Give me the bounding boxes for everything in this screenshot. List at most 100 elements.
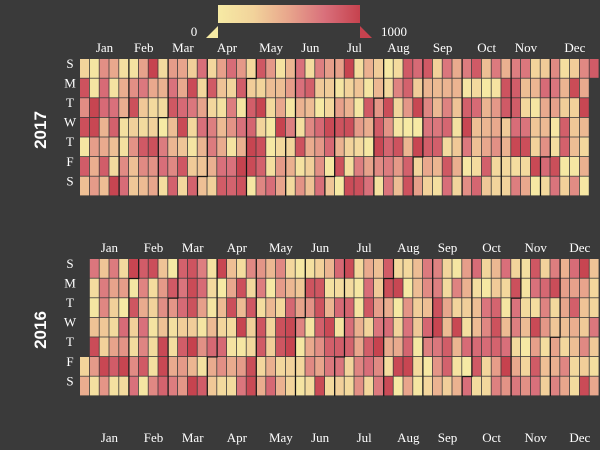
- day-cell: [295, 337, 305, 357]
- day-cell: [315, 98, 325, 117]
- day-cell: [187, 298, 197, 317]
- day-cell: [550, 337, 560, 357]
- day-cell: [325, 157, 334, 176]
- day-cell: [530, 259, 540, 278]
- day-cell: [472, 337, 481, 357]
- day-cell: [236, 98, 246, 117]
- day-cell: [178, 78, 187, 98]
- weekday-label: T: [66, 334, 74, 349]
- day-cell: [99, 157, 109, 176]
- day-cell: [207, 78, 217, 98]
- day-cell: [491, 298, 501, 317]
- month-label: Apr: [227, 430, 248, 445]
- day-cell: [354, 117, 364, 137]
- day-cell: [325, 357, 334, 376]
- month-boundary: [118, 59, 130, 197]
- day-cell: [129, 137, 138, 157]
- day-cell: [491, 98, 501, 117]
- day-cell: [334, 98, 344, 117]
- day-cell: [511, 78, 521, 98]
- weekday-label: M: [64, 275, 76, 290]
- day-cell: [148, 278, 158, 298]
- month-label: Jun: [301, 40, 320, 55]
- day-cell: [207, 317, 217, 337]
- day-cell: [227, 278, 236, 298]
- day-cell: [285, 137, 295, 157]
- day-cell: [462, 337, 472, 357]
- day-cell: [246, 376, 256, 396]
- day-cell: [481, 157, 491, 176]
- day-cell: [334, 259, 344, 278]
- month-boundary: [422, 259, 434, 397]
- day-cell: [168, 376, 178, 396]
- day-cell: [472, 298, 481, 317]
- day-cell: [158, 59, 168, 78]
- month-label: Jun: [311, 240, 330, 255]
- day-cell: [579, 176, 589, 196]
- day-cell: [432, 98, 442, 117]
- day-cell: [530, 357, 540, 376]
- day-cell: [481, 176, 491, 196]
- day-cell: [178, 357, 187, 376]
- day-cell: [227, 59, 236, 78]
- day-cell: [119, 376, 129, 396]
- day-cell: [423, 357, 432, 376]
- day-cell: [432, 157, 442, 176]
- day-cell: [187, 137, 197, 157]
- day-cell: [148, 337, 158, 357]
- day-cell: [452, 376, 462, 396]
- month-label: Jan: [101, 240, 119, 255]
- day-cell: [197, 157, 207, 176]
- day-cell: [530, 78, 540, 98]
- day-cell: [491, 59, 501, 78]
- day-cell: [266, 317, 276, 337]
- day-cell: [472, 317, 481, 337]
- day-cell: [472, 176, 481, 196]
- day-cell: [138, 259, 148, 278]
- month-boundary: [549, 259, 561, 397]
- day-cell: [246, 278, 256, 298]
- day-cell: [207, 278, 217, 298]
- day-cell: [119, 176, 129, 196]
- day-cell: [236, 59, 246, 78]
- day-cell: [246, 137, 256, 157]
- day-cell: [452, 337, 462, 357]
- day-cell: [550, 298, 560, 317]
- day-cell: [217, 137, 227, 157]
- day-cell: [227, 157, 236, 176]
- day-cell: [521, 317, 530, 337]
- day-cell: [364, 298, 374, 317]
- day-cell: [530, 176, 540, 196]
- day-cell: [227, 137, 236, 157]
- day-cell: [99, 376, 109, 396]
- day-cell: [393, 137, 403, 157]
- legend-min-label: 0: [191, 24, 198, 39]
- day-cell: [383, 117, 393, 137]
- month-label: Feb: [144, 240, 164, 255]
- day-cell: [511, 176, 521, 196]
- day-cell: [246, 98, 256, 117]
- day-cell: [403, 78, 413, 98]
- day-cell: [560, 78, 570, 98]
- day-cell: [168, 298, 178, 317]
- day-cell: [501, 317, 511, 337]
- day-cell: [187, 176, 197, 196]
- day-cell: [481, 137, 491, 157]
- month-label: Nov: [525, 430, 548, 445]
- day-cell: [423, 117, 432, 137]
- day-cell: [560, 317, 570, 337]
- day-cell: [374, 278, 383, 298]
- day-cell: [236, 259, 246, 278]
- day-cell: [432, 337, 442, 357]
- day-cell: [521, 117, 530, 137]
- day-cell: [540, 98, 550, 117]
- day-cell: [187, 117, 197, 137]
- day-cell: [138, 337, 148, 357]
- day-cell: [589, 298, 599, 317]
- day-cell: [276, 157, 285, 176]
- day-cell: [540, 157, 550, 176]
- month-boundary: [197, 59, 208, 197]
- day-cell: [423, 278, 432, 298]
- day-cell: [138, 78, 148, 98]
- day-cell: [109, 317, 119, 337]
